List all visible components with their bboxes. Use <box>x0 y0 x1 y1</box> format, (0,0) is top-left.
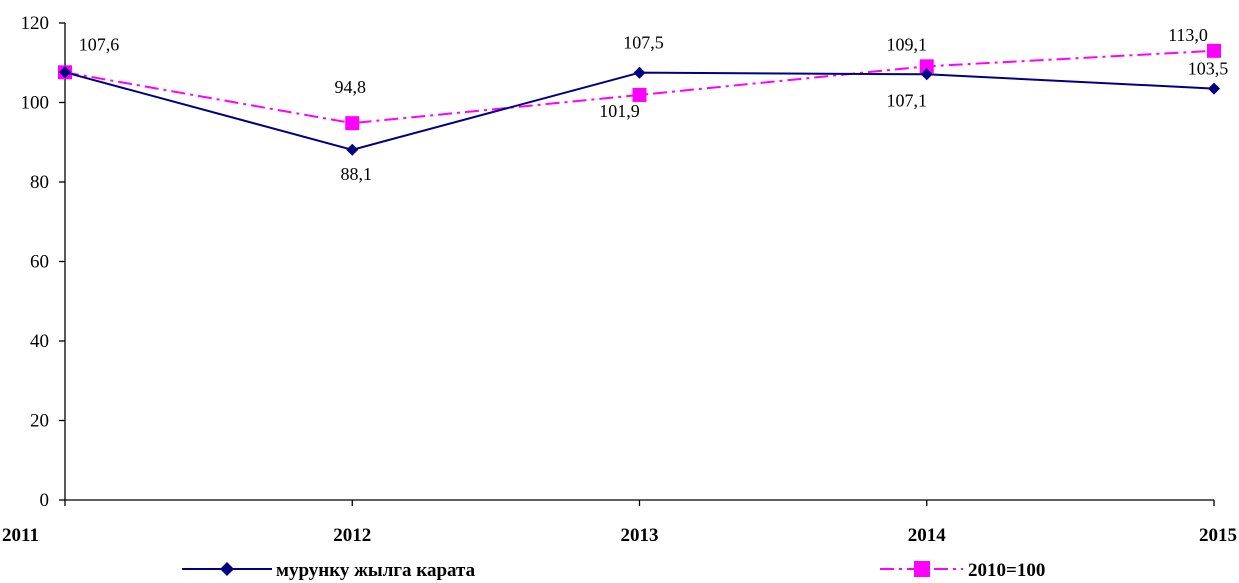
x-tick-label: 2011 <box>2 525 39 546</box>
legend: мурунку жылга карата 2010=100 <box>182 560 1045 581</box>
data-label: 88,1 <box>341 164 373 184</box>
y-tick-label: 60 <box>30 252 49 273</box>
data-point-marker <box>632 87 647 102</box>
y-tick-label: 0 <box>40 490 50 511</box>
data-label: 101,9 <box>599 101 640 121</box>
data-label: 107,6 <box>79 34 120 54</box>
data-point-marker <box>345 116 360 131</box>
legend-marker-square <box>914 561 930 577</box>
data-point-marker <box>1208 82 1220 95</box>
x-tick-label: 2012 <box>333 525 371 546</box>
axes: 0 20 40 60 80 100 120 2011 2012 2013 2014 2015 <box>2 13 1237 546</box>
legend-label: мурунку жылга карата <box>276 560 476 581</box>
x-tick-label: 2015 <box>1199 525 1237 546</box>
y-tick-label: 20 <box>30 411 49 432</box>
data-point-marker <box>346 143 359 156</box>
y-tick-label: 40 <box>30 331 49 352</box>
series-layer <box>58 43 1221 156</box>
legend-marker-diamond <box>220 562 234 576</box>
data-label: 107,1 <box>887 90 928 110</box>
x-tick-label: 2014 <box>908 525 947 546</box>
data-point-marker <box>1207 43 1221 58</box>
y-tick-label: 100 <box>21 93 50 114</box>
data-label: 113,0 <box>1168 25 1208 45</box>
data-point-marker <box>919 59 934 74</box>
legend-label: 2010=100 <box>968 560 1045 581</box>
data-point-marker <box>920 68 933 81</box>
x-tick-label: 2013 <box>621 525 659 546</box>
data-point-marker <box>633 66 646 79</box>
data-label: 103,5 <box>1188 59 1229 79</box>
data-label: 109,1 <box>887 34 928 54</box>
data-label: 107,5 <box>623 33 664 53</box>
y-tick-label: 120 <box>21 13 50 34</box>
data-labels: 107,6 88,1 107,5 107,1 103,5 94,8 101,9 109,1 11… <box>79 25 1229 184</box>
y-tick-label: 80 <box>30 172 49 193</box>
data-label: 94,8 <box>335 77 367 97</box>
data-point-marker <box>59 66 71 79</box>
